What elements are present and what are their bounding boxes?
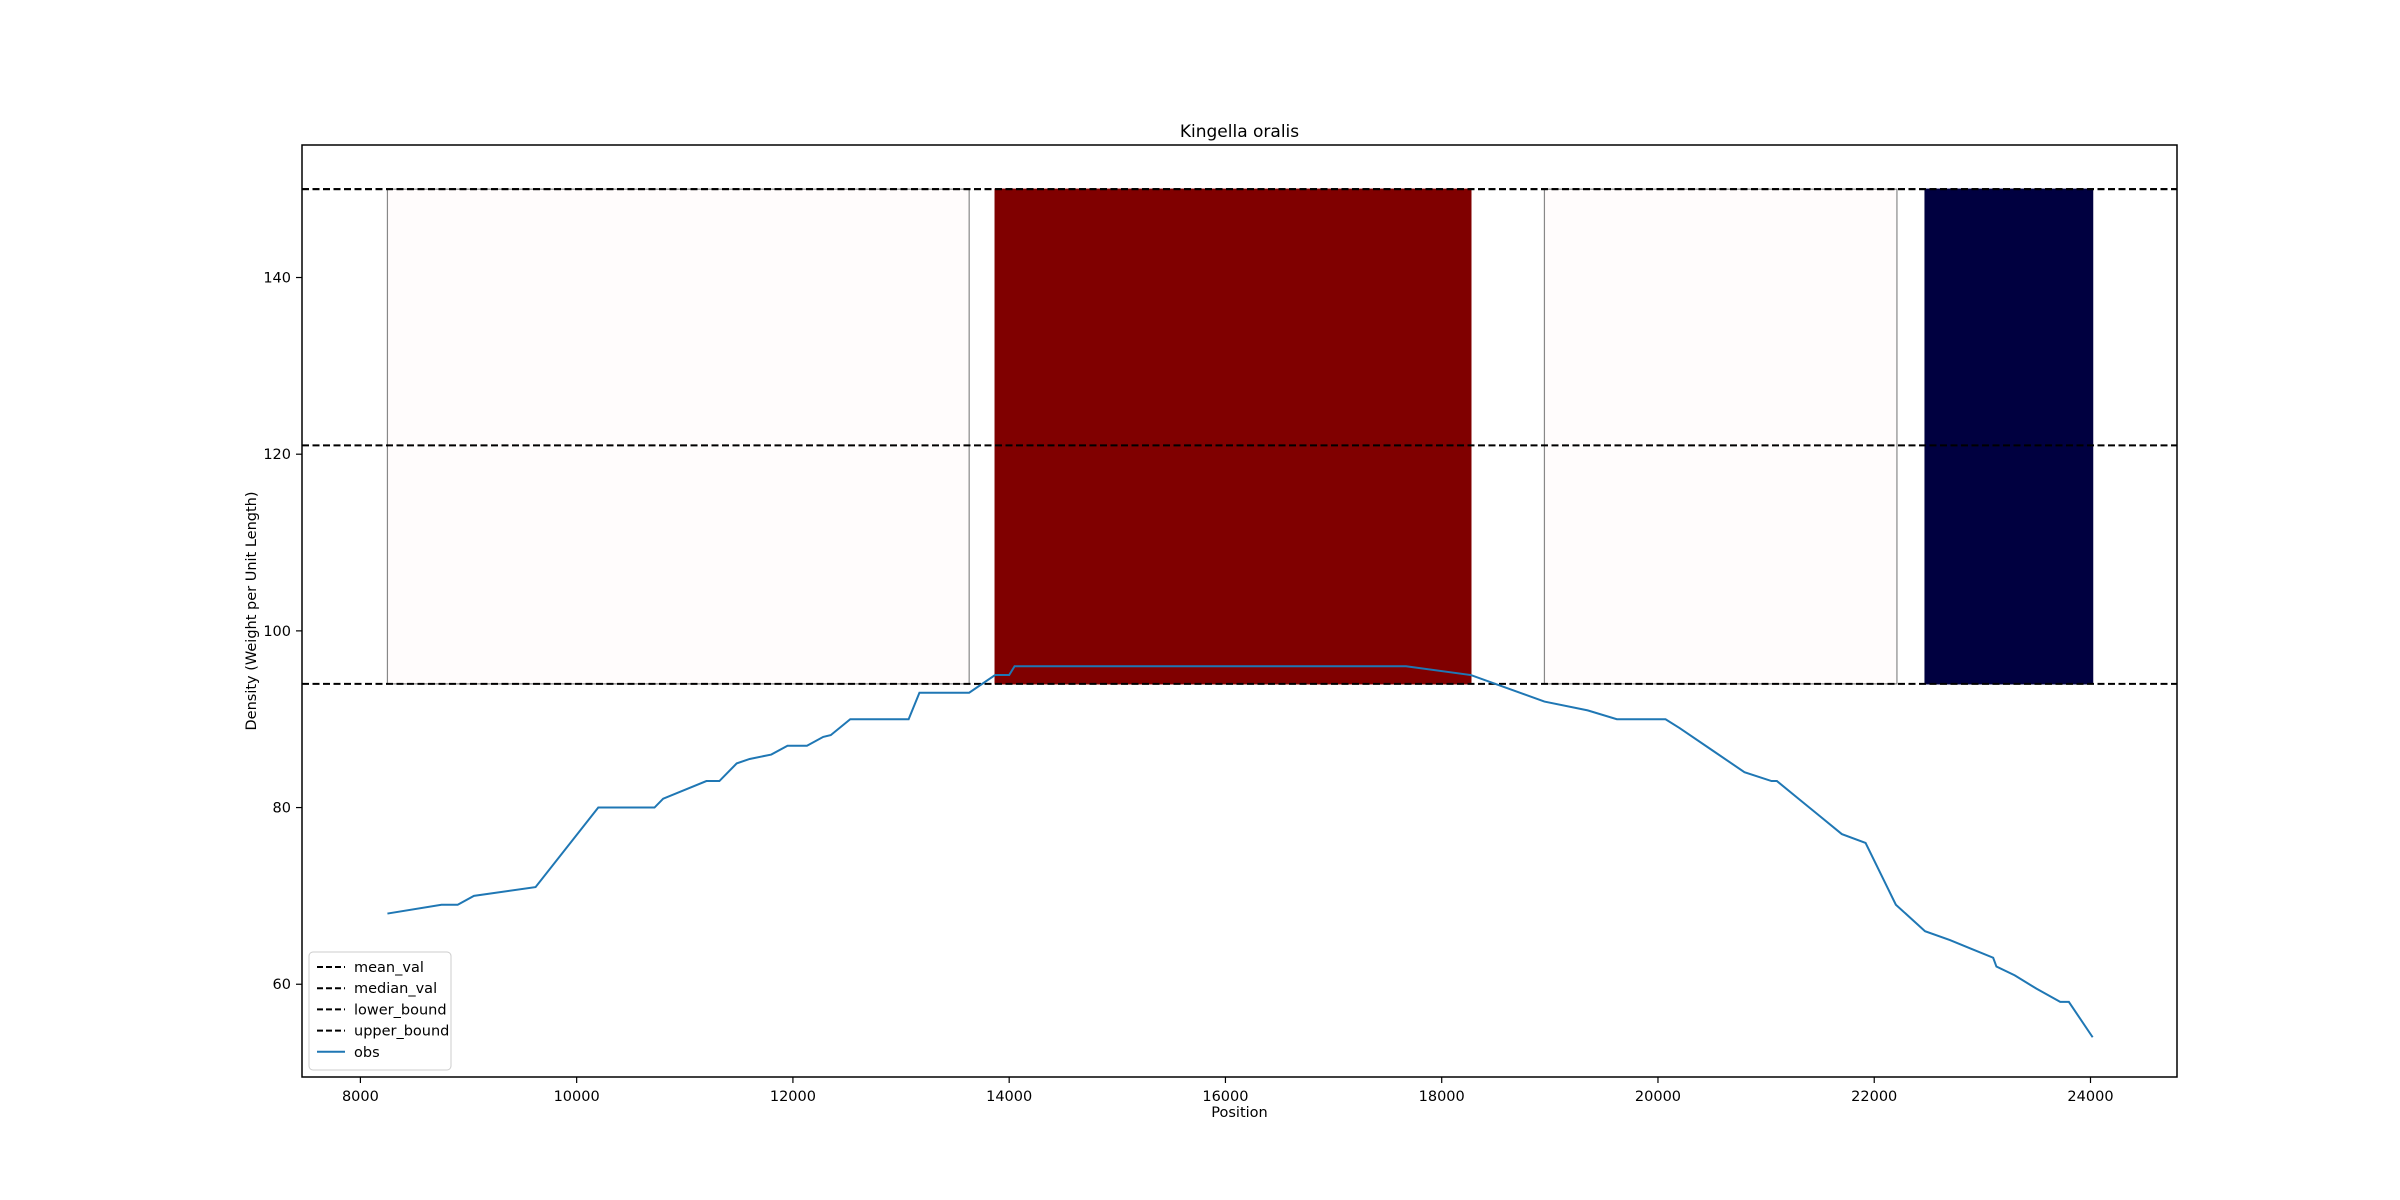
x-tick-label: 12000 [770, 1089, 816, 1105]
y-tick-label: 60 [273, 977, 291, 993]
plot-frame [301, 144, 2178, 1078]
x-tick-label: 20000 [1635, 1089, 1681, 1105]
series-layer [387, 665, 2094, 1038]
region-2 [994, 188, 1472, 685]
y-tick-label: 140 [263, 271, 291, 287]
x-axis-ticks: 8000 10000 12000 14000 16000 18000 20000 22000 2… [342, 1077, 2114, 1105]
x-tick-label: 14000 [986, 1089, 1032, 1105]
region-1 [386, 188, 970, 685]
legend-label-upper-bound: upper_bound [354, 1024, 449, 1040]
x-tick-label: 16000 [1202, 1089, 1248, 1105]
y-axis-label: Density (Weight per Unit Length) [244, 491, 260, 730]
x-axis-label: Position [1211, 1105, 1267, 1121]
x-tick-label: 22000 [1851, 1089, 1897, 1105]
y-tick-label: 100 [263, 624, 291, 640]
legend-label-mean-val: mean_val [354, 960, 424, 976]
region-3 [1543, 188, 1898, 685]
legend-label-lower-bound: lower_bound [354, 1002, 447, 1018]
legend-label-median-val: median_val [354, 981, 437, 997]
region-4 [1924, 188, 2094, 685]
reference-lines [302, 188, 2177, 685]
x-tick-label: 8000 [342, 1089, 379, 1105]
legend-label-obs: obs [354, 1045, 380, 1061]
y-tick-label: 80 [273, 801, 291, 817]
y-axis-ticks: 60 80 100 120 140 [263, 271, 302, 993]
highlight-regions [386, 188, 2094, 685]
series-obs [387, 665, 2094, 1038]
chart-title: Kingella oralis [1180, 122, 1299, 142]
x-tick-label: 18000 [1419, 1089, 1465, 1105]
y-tick-label: 120 [263, 447, 291, 463]
legend-box [308, 951, 452, 1071]
x-tick-label: 24000 [2067, 1089, 2113, 1105]
x-tick-label: 10000 [554, 1089, 600, 1105]
legend: mean_val median_val lower_bound upper_bound… [308, 951, 452, 1071]
